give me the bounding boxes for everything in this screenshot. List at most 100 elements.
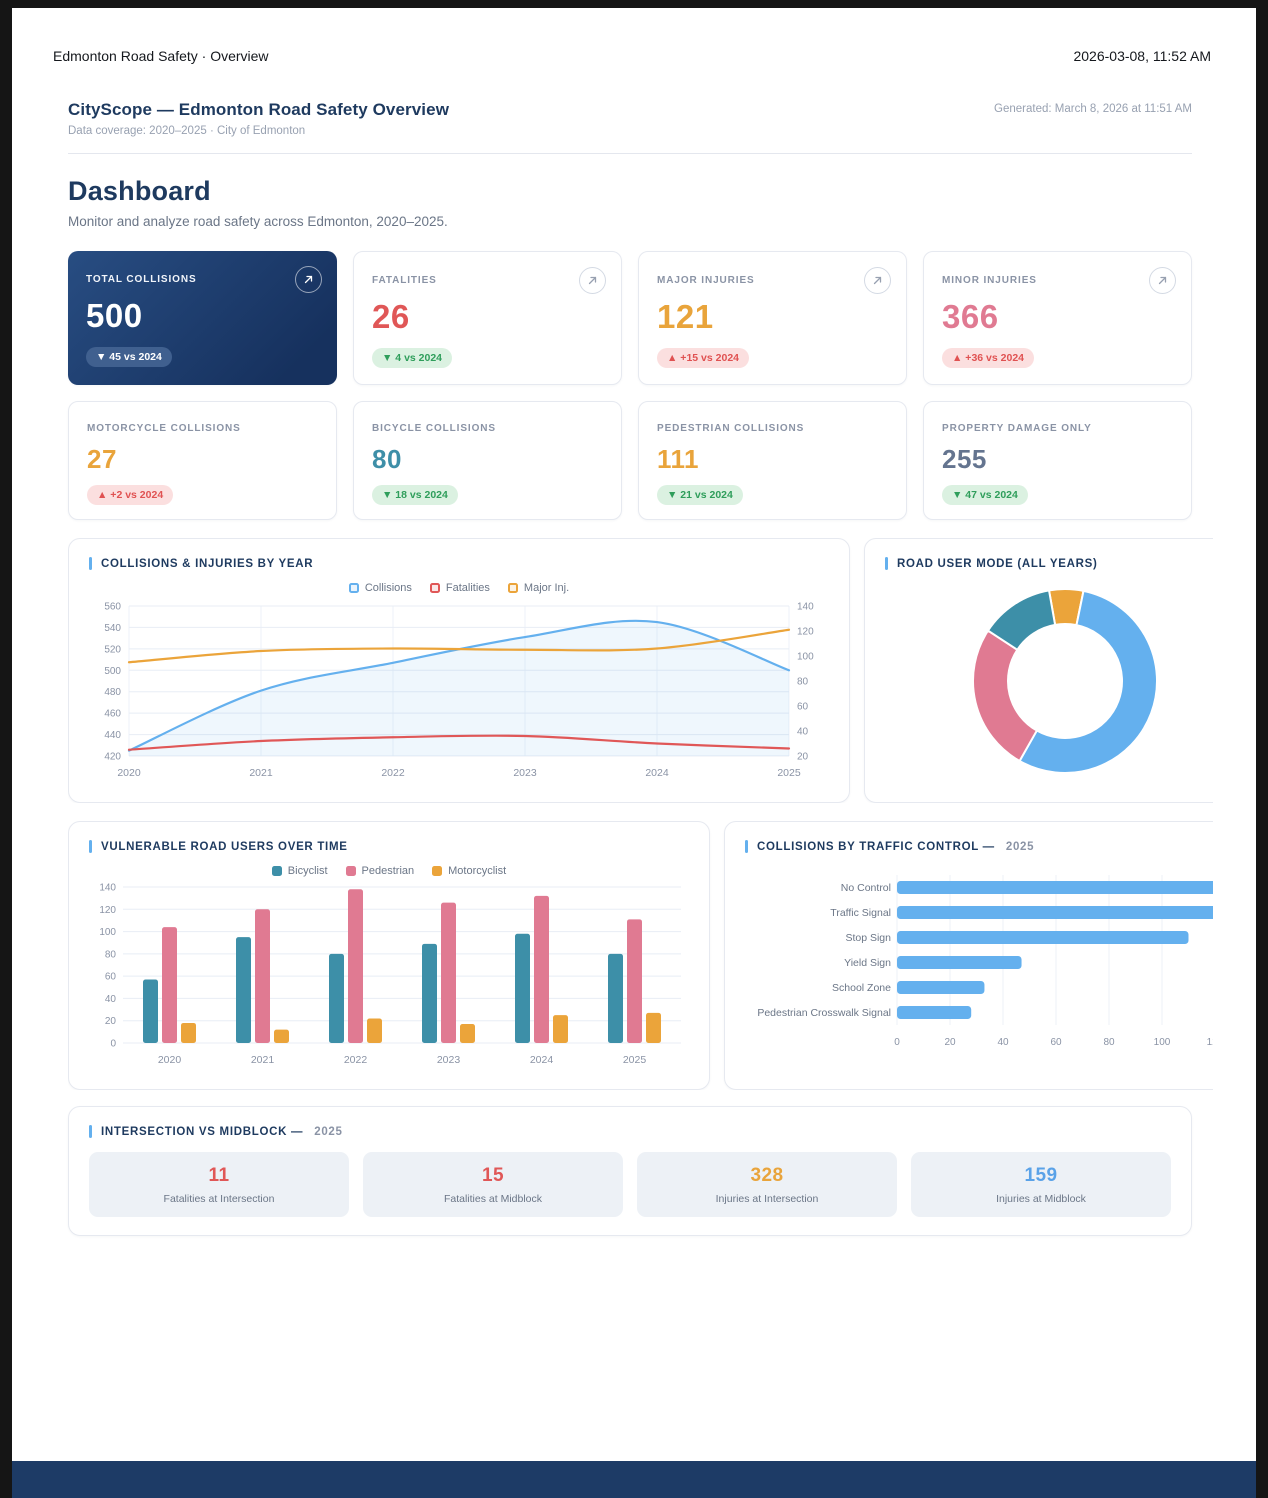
title-accent-bar — [745, 840, 748, 853]
svg-text:480: 480 — [104, 687, 121, 698]
svg-text:140: 140 — [99, 883, 116, 894]
svg-text:School Zone: School Zone — [832, 982, 891, 994]
top-bar: Edmonton Road Safety · Overview 2026-03-… — [12, 8, 1256, 64]
svg-text:40: 40 — [797, 727, 809, 738]
kpi-value: 121 — [657, 298, 714, 335]
kpi-delta-badge: ▲ +36 vs 2024 — [942, 348, 1034, 368]
line-chart: 420 440 460 480 500 520 540 560 20 40 60 80 100 120 14… — [104, 602, 814, 780]
page-title: Dashboard — [68, 176, 211, 206]
kpi-value: 80 — [372, 444, 402, 474]
chart-card-collisions-by-year: COLLISIONS & INJURIES BY YEAR Collisions… — [68, 538, 850, 803]
kpi-minor-injuries: MINOR INJURIES 366 ▲ +36 vs 2024 — [923, 251, 1192, 385]
open-detail-icon[interactable] — [579, 267, 606, 294]
kpi-value: 255 — [942, 444, 987, 474]
svg-text:100: 100 — [797, 652, 814, 663]
svg-text:560: 560 — [104, 602, 121, 613]
kpi-delta-badge: ▲ +15 vs 2024 — [657, 348, 749, 368]
legend-item: Motorcyclist — [432, 865, 506, 877]
report-page: Edmonton Road Safety · Overview 2026-03-… — [12, 8, 1256, 1498]
window-title: Edmonton Road Safety · Overview — [53, 48, 269, 64]
chart-title: COLLISIONS BY TRAFFIC CONTROL — 2025 — [745, 840, 1213, 853]
svg-text:No Control: No Control — [841, 882, 891, 894]
chart-legend: Collisions Fatalities Major Inj. — [89, 582, 829, 594]
chart-title: ROAD USER MODE (ALL YEARS) — [885, 557, 1213, 570]
svg-text:120: 120 — [99, 905, 116, 916]
title-accent-bar — [89, 1125, 92, 1138]
kpi-pedestrian-collisions: PEDESTRIAN COLLISIONS 111 ▼ 21 vs 2024 — [638, 401, 907, 520]
chart-card-vulnerable-road-users: VULNERABLE ROAD USERS OVER TIME Bicyclis… — [68, 821, 710, 1090]
chart-title: VULNERABLE ROAD USERS OVER TIME — [89, 840, 689, 853]
kpi-label: FATALITIES — [372, 275, 437, 286]
svg-text:40: 40 — [105, 994, 117, 1005]
stat-value: 15 — [482, 1165, 504, 1186]
charts-row-1: COLLISIONS & INJURIES BY YEAR Collisions… — [68, 538, 1213, 803]
chart-title: COLLISIONS & INJURIES BY YEAR — [89, 557, 829, 570]
svg-text:2025: 2025 — [777, 767, 801, 779]
chart-card-road-user-mode: ROAD USER MODE (ALL YEARS) — [864, 538, 1213, 803]
kpi-label: MINOR INJURIES — [942, 275, 1037, 286]
svg-text:2020: 2020 — [158, 1054, 182, 1066]
svg-text:120: 120 — [1207, 1037, 1213, 1048]
svg-text:100: 100 — [99, 927, 116, 938]
svg-text:440: 440 — [104, 730, 121, 741]
intersection-vs-midblock-card: INTERSECTION VS MIDBLOCK — 2025 11 Fatal… — [68, 1106, 1192, 1236]
kpi-label: MOTORCYCLE COLLISIONS — [87, 423, 241, 434]
title-accent-bar — [885, 557, 888, 570]
report-coverage: Data coverage: 2020–2025 · City of Edmon… — [68, 125, 306, 137]
svg-text:460: 460 — [104, 709, 121, 720]
chart-title: INTERSECTION VS MIDBLOCK — 2025 — [89, 1125, 1171, 1138]
svg-text:20: 20 — [105, 1016, 117, 1027]
chart-legend: Bicyclist Pedestrian Motorcyclist — [89, 865, 689, 877]
legend-item: Bicyclist — [271, 865, 328, 877]
kpi-delta-badge: ▼ 4 vs 2024 — [372, 348, 453, 368]
kpi-label: PROPERTY DAMAGE ONLY — [942, 423, 1092, 434]
kpi-delta-badge: ▼ 21 vs 2024 — [657, 485, 743, 505]
svg-text:2024: 2024 — [530, 1054, 554, 1066]
svg-text:0: 0 — [110, 1039, 116, 1050]
svg-text:80: 80 — [1103, 1037, 1115, 1048]
open-detail-icon[interactable] — [864, 267, 891, 294]
kpi-value: 27 — [87, 444, 117, 474]
kpi-grid: TOTAL COLLISIONS 500 ▼ 45 vs 2024 FATALI… — [68, 251, 1192, 520]
window-datetime: 2026-03-08, 11:52 AM — [1073, 48, 1211, 64]
page-footer-bar — [12, 1461, 1256, 1498]
report-title: CityScope — Edmonton Road Safety Overvie… — [68, 100, 450, 119]
horizontal-bar-chart: 0 20 40 60 80 100 120 No Control Traffic Signal S… — [757, 875, 1213, 1048]
svg-text:2021: 2021 — [251, 1054, 275, 1066]
svg-text:0: 0 — [894, 1037, 900, 1048]
open-detail-icon[interactable] — [1149, 267, 1176, 294]
stat-value: 11 — [208, 1165, 230, 1186]
legend-item: Major Inj. — [507, 582, 569, 594]
svg-text:40: 40 — [997, 1037, 1009, 1048]
svg-text:60: 60 — [105, 972, 117, 983]
svg-text:140: 140 — [797, 602, 814, 613]
kpi-label: MAJOR INJURIES — [657, 275, 755, 286]
kpi-property-damage-only: PROPERTY DAMAGE ONLY 255 ▼ 47 vs 2024 — [923, 401, 1192, 520]
title-accent-bar — [89, 557, 92, 570]
kpi-value: 111 — [657, 444, 700, 474]
donut-chart — [972, 588, 1158, 774]
svg-text:Yield Sign: Yield Sign — [844, 957, 891, 969]
grouped-bar-chart: 0 20 40 60 80 100 120 140 2020 2021 2022 2023 2024 20… — [99, 883, 681, 1066]
svg-text:2025: 2025 — [623, 1054, 647, 1066]
svg-text:Pedestrian Crosswalk Signal: Pedestrian Crosswalk Signal — [757, 1007, 891, 1019]
kpi-value: 500 — [86, 297, 143, 334]
kpi-bicycle-collisions: BICYCLE COLLISIONS 80 ▼ 18 vs 2024 — [353, 401, 622, 520]
kpi-delta-badge: ▲ +2 vs 2024 — [87, 485, 174, 505]
svg-text:2020: 2020 — [117, 767, 141, 779]
stat-label: Injuries at Intersection — [715, 1193, 819, 1205]
stat-value: 328 — [750, 1165, 784, 1186]
kpi-total-collisions: TOTAL COLLISIONS 500 ▼ 45 vs 2024 — [68, 251, 337, 385]
open-detail-icon[interactable] — [295, 266, 322, 293]
legend-item: Fatalities — [429, 582, 490, 594]
kpi-delta-badge: ▼ 18 vs 2024 — [372, 485, 458, 505]
kpi-value: 26 — [372, 298, 410, 335]
title-accent-bar — [89, 840, 92, 853]
svg-text:20: 20 — [944, 1037, 956, 1048]
kpi-label: TOTAL COLLISIONS — [86, 274, 197, 285]
svg-text:80: 80 — [105, 949, 117, 960]
svg-text:420: 420 — [104, 752, 121, 763]
svg-text:540: 540 — [104, 623, 121, 634]
kpi-motorcycle-collisions: MOTORCYCLE COLLISIONS 27 ▲ +2 vs 2024 — [68, 401, 337, 520]
stat-fatalities-intersection: 11 Fatalities at Intersection — [89, 1152, 349, 1217]
